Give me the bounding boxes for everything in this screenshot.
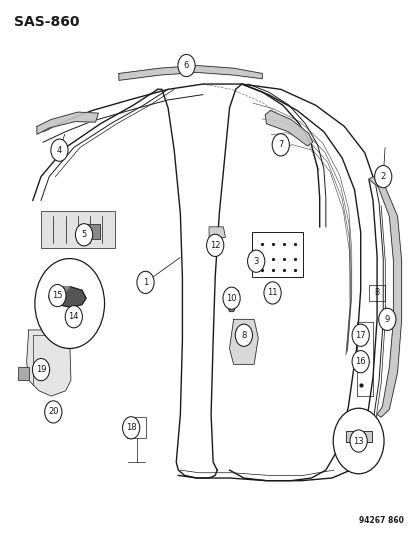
Polygon shape (26, 330, 71, 396)
Circle shape (271, 134, 289, 156)
Circle shape (65, 305, 82, 328)
Text: 7: 7 (278, 140, 283, 149)
Text: 9: 9 (384, 315, 389, 324)
Text: 94267 860: 94267 860 (358, 515, 403, 524)
Text: 1: 1 (142, 278, 148, 287)
Polygon shape (37, 112, 98, 134)
Text: 10: 10 (226, 294, 236, 303)
Polygon shape (229, 319, 258, 365)
Text: 3: 3 (253, 257, 258, 266)
Circle shape (349, 430, 366, 452)
Circle shape (137, 271, 154, 294)
Text: 15: 15 (52, 291, 62, 300)
Text: 6: 6 (183, 61, 189, 70)
Circle shape (378, 308, 395, 330)
Text: 18: 18 (126, 423, 136, 432)
Text: 11: 11 (267, 288, 277, 297)
Polygon shape (209, 227, 225, 237)
Circle shape (263, 282, 280, 304)
Circle shape (122, 417, 140, 439)
Polygon shape (265, 110, 312, 146)
Text: 13: 13 (352, 437, 363, 446)
Polygon shape (62, 287, 69, 292)
Text: 16: 16 (354, 357, 365, 366)
Circle shape (51, 139, 68, 161)
Circle shape (178, 54, 195, 77)
Polygon shape (226, 303, 236, 311)
Circle shape (235, 324, 252, 346)
Polygon shape (368, 176, 401, 417)
Circle shape (32, 359, 50, 381)
Text: 12: 12 (209, 241, 220, 250)
Polygon shape (80, 224, 100, 239)
Text: 20: 20 (48, 407, 58, 416)
Text: 2: 2 (380, 172, 385, 181)
Circle shape (351, 351, 368, 373)
Circle shape (75, 224, 93, 246)
Text: B: B (374, 288, 379, 297)
Circle shape (247, 250, 264, 272)
Text: 17: 17 (354, 331, 365, 340)
Text: 14: 14 (69, 312, 79, 321)
Circle shape (206, 234, 223, 256)
Polygon shape (19, 367, 28, 380)
Text: 19: 19 (36, 365, 46, 374)
Circle shape (35, 259, 104, 349)
Circle shape (223, 287, 240, 309)
Circle shape (374, 165, 391, 188)
Text: 4: 4 (57, 146, 62, 155)
Polygon shape (41, 211, 114, 248)
Polygon shape (119, 66, 262, 80)
Circle shape (332, 408, 383, 474)
Text: SAS-860: SAS-860 (14, 15, 80, 29)
Text: 5: 5 (81, 230, 86, 239)
Circle shape (45, 401, 62, 423)
Circle shape (351, 324, 368, 346)
Text: 8: 8 (241, 331, 246, 340)
Polygon shape (225, 290, 237, 303)
Circle shape (49, 285, 66, 306)
Polygon shape (345, 432, 371, 442)
Polygon shape (49, 287, 86, 307)
